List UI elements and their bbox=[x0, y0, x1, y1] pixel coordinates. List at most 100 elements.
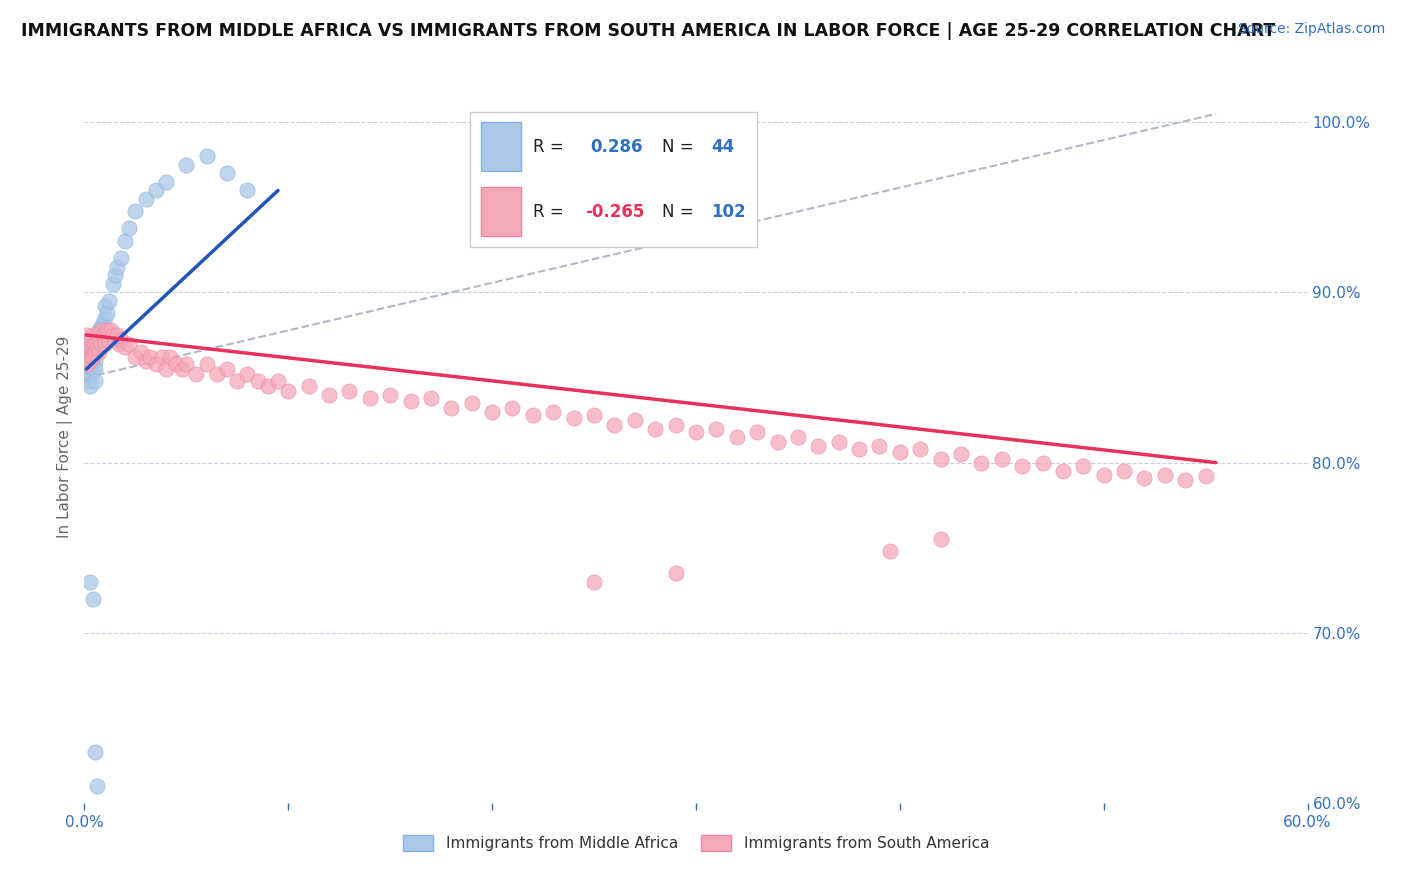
Point bbox=[522, 408, 544, 422]
Point bbox=[77, 357, 100, 371]
Point bbox=[90, 323, 112, 337]
Point bbox=[83, 362, 105, 376]
Point bbox=[217, 166, 239, 180]
Point bbox=[174, 357, 197, 371]
Point bbox=[889, 445, 911, 459]
Point bbox=[87, 336, 110, 351]
Point bbox=[124, 350, 146, 364]
Point bbox=[399, 394, 422, 409]
Point bbox=[75, 328, 97, 343]
Point bbox=[277, 384, 299, 399]
Point bbox=[236, 183, 259, 197]
Point bbox=[82, 336, 104, 351]
Point bbox=[217, 362, 239, 376]
Point bbox=[165, 357, 187, 371]
Point bbox=[82, 350, 104, 364]
Point bbox=[83, 374, 105, 388]
Point bbox=[172, 362, 194, 376]
Point bbox=[1154, 467, 1177, 482]
Point bbox=[79, 340, 101, 354]
Point bbox=[1092, 467, 1115, 482]
Point bbox=[644, 421, 666, 435]
Point bbox=[1011, 458, 1033, 473]
Point bbox=[87, 333, 110, 347]
Point bbox=[461, 396, 484, 410]
Point bbox=[93, 336, 115, 351]
Y-axis label: In Labor Force | Age 25-29: In Labor Force | Age 25-29 bbox=[58, 336, 73, 538]
Point bbox=[79, 345, 101, 359]
Point bbox=[93, 299, 115, 313]
Point bbox=[82, 591, 104, 606]
Point bbox=[624, 413, 647, 427]
Point bbox=[562, 411, 585, 425]
Point bbox=[75, 359, 97, 373]
Point bbox=[101, 328, 124, 343]
Point bbox=[869, 439, 891, 453]
Point bbox=[138, 350, 160, 364]
Point bbox=[77, 362, 100, 376]
Point bbox=[543, 404, 565, 418]
Point bbox=[359, 391, 381, 405]
Point bbox=[118, 336, 141, 351]
Point bbox=[100, 323, 122, 337]
Point bbox=[747, 425, 769, 439]
Point bbox=[879, 544, 901, 558]
Point bbox=[318, 387, 340, 401]
Point bbox=[1052, 464, 1074, 478]
Point bbox=[145, 357, 167, 371]
Point bbox=[82, 340, 104, 354]
Point bbox=[257, 379, 280, 393]
Point bbox=[150, 350, 173, 364]
Point bbox=[82, 350, 104, 364]
Point bbox=[226, 374, 249, 388]
Point bbox=[159, 350, 181, 364]
Point bbox=[79, 574, 101, 589]
Point bbox=[929, 532, 952, 546]
Point bbox=[114, 340, 136, 354]
Point bbox=[104, 268, 127, 283]
Point bbox=[105, 260, 128, 274]
Point bbox=[79, 379, 101, 393]
Point bbox=[97, 293, 120, 308]
Point bbox=[86, 340, 108, 354]
Point bbox=[83, 745, 105, 759]
Point bbox=[77, 345, 100, 359]
Point bbox=[96, 323, 118, 337]
Point bbox=[77, 336, 100, 351]
Point bbox=[205, 367, 228, 381]
Point bbox=[87, 345, 110, 359]
Point bbox=[83, 345, 105, 359]
Point bbox=[110, 252, 132, 266]
Point bbox=[79, 357, 101, 371]
Point bbox=[86, 779, 108, 793]
Point bbox=[118, 220, 141, 235]
Point bbox=[1174, 473, 1197, 487]
Point bbox=[131, 345, 153, 359]
Point bbox=[108, 336, 131, 351]
Point bbox=[91, 328, 114, 343]
Point bbox=[828, 435, 851, 450]
Point bbox=[155, 362, 177, 376]
Point bbox=[83, 336, 105, 351]
Point bbox=[236, 367, 259, 381]
Point bbox=[77, 374, 100, 388]
Point bbox=[135, 192, 157, 206]
Point bbox=[93, 311, 115, 326]
Point bbox=[910, 442, 932, 456]
Point bbox=[90, 336, 112, 351]
Point bbox=[950, 447, 973, 461]
Point bbox=[1195, 469, 1218, 483]
Point bbox=[79, 333, 101, 347]
Text: IMMIGRANTS FROM MIDDLE AFRICA VS IMMIGRANTS FROM SOUTH AMERICA IN LABOR FORCE | : IMMIGRANTS FROM MIDDLE AFRICA VS IMMIGRA… bbox=[21, 22, 1275, 40]
Point bbox=[603, 418, 626, 433]
Point bbox=[86, 345, 108, 359]
Point bbox=[195, 149, 218, 163]
Point bbox=[267, 374, 290, 388]
Point bbox=[87, 323, 110, 337]
Point bbox=[97, 333, 120, 347]
Point bbox=[848, 442, 870, 456]
Point bbox=[145, 183, 167, 197]
Point bbox=[104, 333, 127, 347]
Point bbox=[101, 277, 124, 291]
Point bbox=[339, 384, 361, 399]
